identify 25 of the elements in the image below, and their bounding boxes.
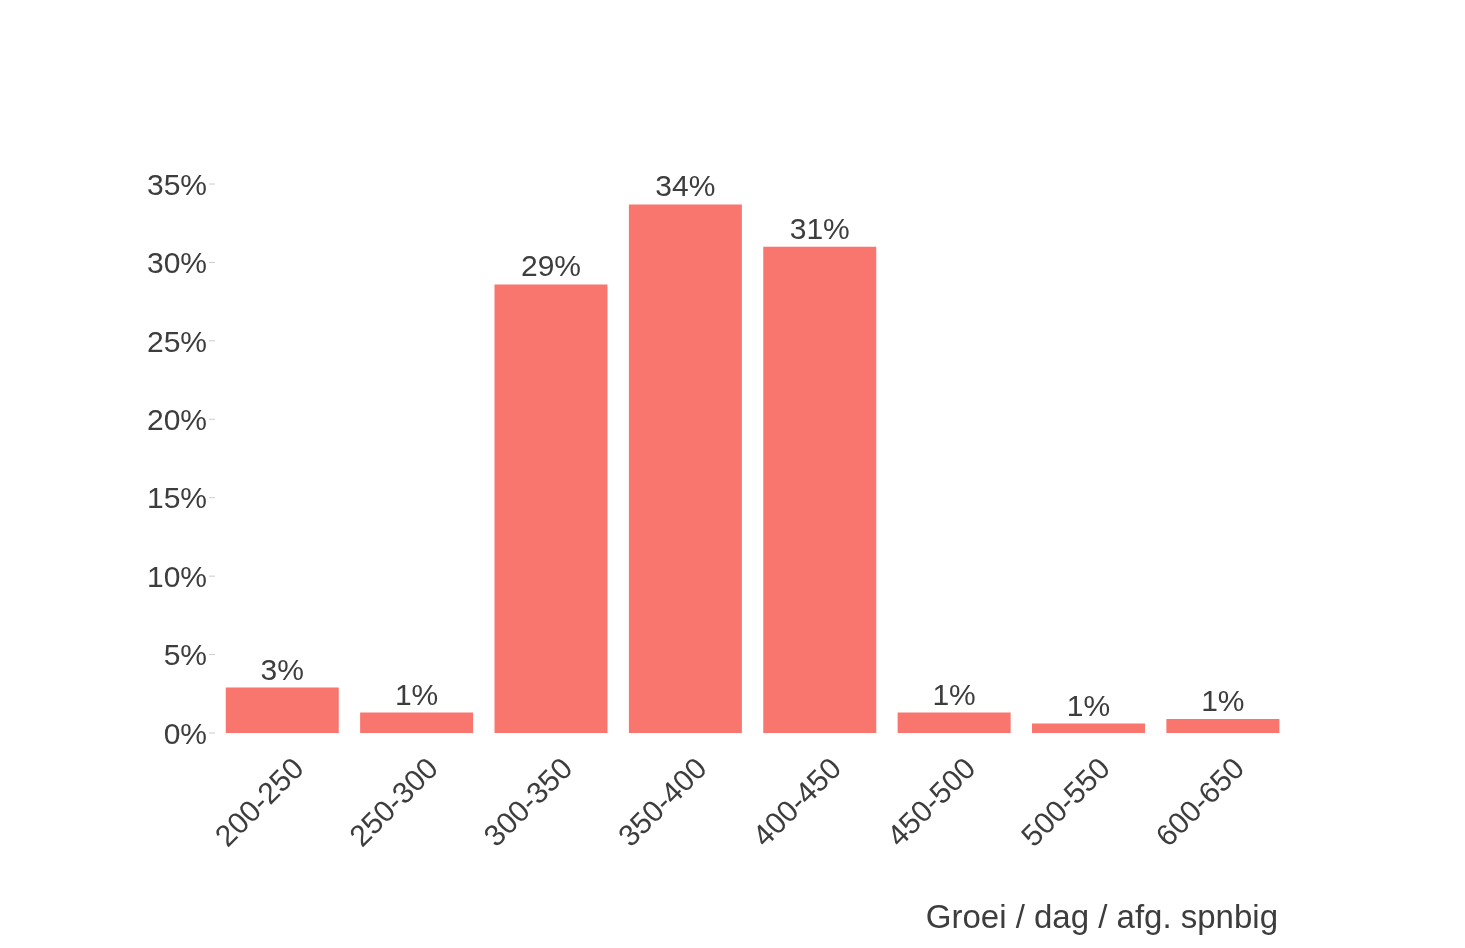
y-tick-label: 25% xyxy=(146,324,207,358)
x-axis-title: Groei / dag / afg. spnbig xyxy=(925,898,1278,936)
y-tick-label: 35% xyxy=(146,167,207,201)
data-label: 1% xyxy=(1201,683,1245,717)
data-label: 31% xyxy=(789,211,850,245)
data-label: 1% xyxy=(394,677,439,711)
data-label: 3% xyxy=(260,652,304,686)
y-tick-label: 20% xyxy=(146,402,207,436)
bar xyxy=(494,284,608,733)
data-label: 29% xyxy=(520,249,582,283)
y-tick-label: 5% xyxy=(163,638,207,672)
y-tick-label: 15% xyxy=(146,481,207,515)
bar xyxy=(1166,718,1280,733)
bar xyxy=(897,712,1011,733)
data-label: 1% xyxy=(932,677,976,711)
bar xyxy=(360,712,474,733)
data-label: 34% xyxy=(655,169,716,203)
y-tick-label: 30% xyxy=(146,246,207,280)
bar xyxy=(763,246,877,733)
bar xyxy=(628,204,742,733)
bar xyxy=(1032,723,1145,733)
data-label: 1% xyxy=(1066,688,1111,722)
y-tick-label: 10% xyxy=(146,559,207,593)
bar xyxy=(225,687,339,733)
y-tick-label: 0% xyxy=(163,716,207,750)
